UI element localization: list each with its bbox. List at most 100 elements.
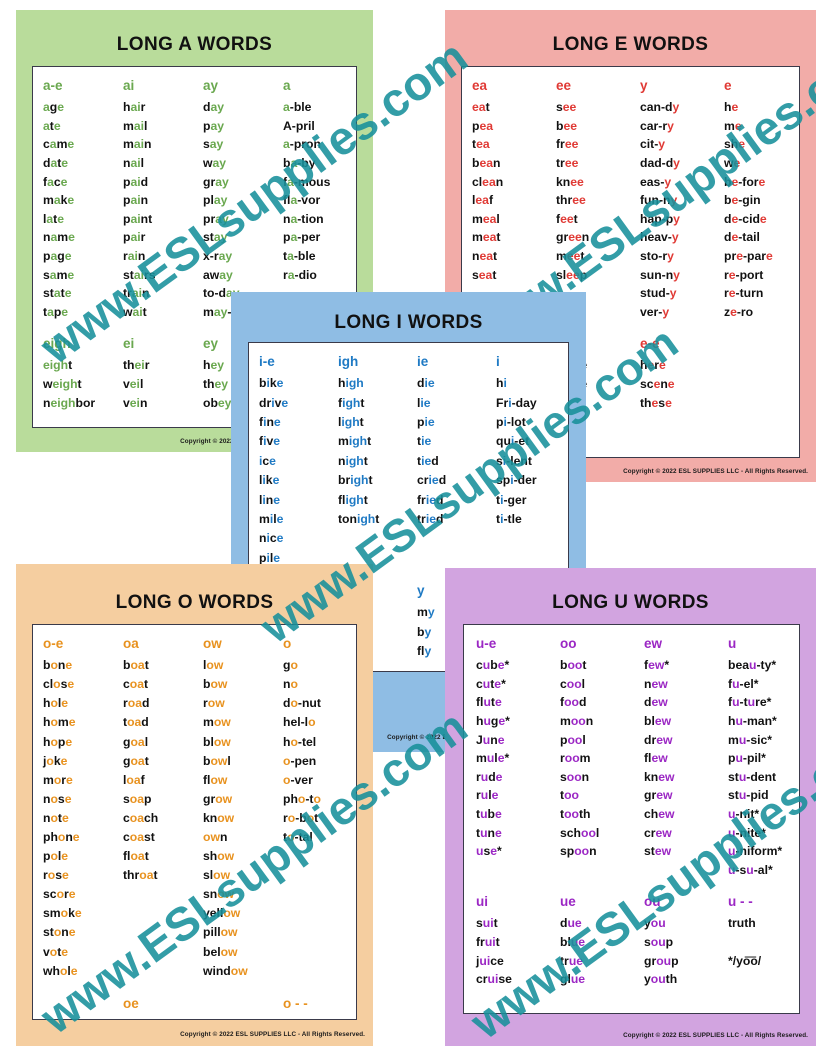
- word-entry: room: [560, 751, 591, 766]
- word-entry: pa-per: [283, 230, 321, 245]
- word-entry: know: [203, 810, 235, 825]
- word-entry: like: [259, 473, 280, 488]
- word-entry: de-tail: [724, 230, 760, 245]
- word-column-header: [724, 337, 799, 351]
- word-column: ou you soup group youth: [644, 895, 728, 989]
- word-column-header: eigh: [43, 336, 71, 352]
- word-entry: road: [123, 696, 150, 711]
- long-o-title: LONG O WORDS: [115, 592, 274, 613]
- word-entry: too: [560, 788, 579, 803]
- word-entry: de-cide: [724, 211, 767, 226]
- word-entry: ate: [43, 118, 61, 133]
- word-entry: home: [43, 715, 76, 730]
- word-entry: Fri-day: [496, 395, 537, 410]
- word-entry: paid: [123, 174, 149, 189]
- word-entry: me: [724, 118, 742, 133]
- word-entry: hole: [43, 696, 69, 711]
- word-entry: fried: [417, 492, 444, 507]
- long-o-panel: o-e bone close hole home hope joke more nose note…: [32, 624, 357, 1020]
- word-entry: no: [283, 677, 298, 692]
- word-entry: show: [203, 849, 235, 864]
- word-entry: sun-ny: [640, 267, 680, 282]
- word-entry: chew: [644, 806, 675, 821]
- word-entry: hey: [203, 358, 225, 373]
- word-entry: die: [417, 376, 435, 391]
- word-column-header: o: [283, 636, 292, 651]
- word-entry: flight: [338, 492, 368, 507]
- word-entry: pu-pil*: [728, 751, 766, 766]
- word-entry: flute: [476, 695, 502, 710]
- word-entry: high: [338, 376, 364, 391]
- word-entry: go: [283, 658, 298, 673]
- long-a-card: LONG A WORDS a-e age ate came date face make la…: [16, 10, 373, 452]
- word-column: ee see bee free tree knee three feet green meet sl…: [556, 78, 640, 321]
- word-entry: line: [259, 492, 281, 507]
- word-entry: soup: [644, 935, 674, 950]
- word-entry: glue: [560, 972, 586, 987]
- word-entry: bow: [203, 677, 228, 692]
- word-column-header: ew: [644, 636, 663, 651]
- word-entry: toad: [123, 715, 149, 730]
- word-entry: pile: [259, 550, 281, 565]
- word-entry: she: [724, 137, 746, 152]
- word-entry: nail: [123, 155, 145, 170]
- word-column-header: ee: [556, 78, 572, 93]
- word-entry: joke: [43, 753, 68, 768]
- word-entry: rude: [476, 769, 503, 784]
- word-entry: mule*: [476, 751, 510, 766]
- word-entry: paint: [123, 211, 153, 226]
- word-column: oo boot cool food moon pool room soon too tooth sc…: [560, 636, 644, 879]
- word-entry: page: [43, 248, 72, 263]
- word-entry: hel-lo: [283, 715, 316, 730]
- word-entry: blow: [203, 734, 231, 749]
- word-entry: whole: [43, 963, 78, 978]
- word-group: o-e bone close hole home hope joke more nose note…: [43, 636, 356, 981]
- word-entry: pair: [123, 230, 146, 245]
- word-column-header: ow: [203, 636, 222, 651]
- word-entry: stew: [644, 844, 672, 859]
- word-entry: use*: [476, 844, 502, 859]
- word-entry: to-tal: [283, 830, 313, 845]
- word-column-header: u-e: [476, 636, 497, 651]
- word-column: ew few* new dew blew drew flew knew grew chew crew…: [644, 636, 728, 879]
- word-entry: meal: [472, 211, 500, 226]
- word-entry: five: [259, 434, 281, 449]
- word-entry: pillow: [203, 925, 238, 940]
- word-column: oa boat coat road toad goal goat loaf soap coach c…: [123, 636, 203, 981]
- word-entry: ro-bot: [283, 810, 319, 825]
- word-entry: tea: [472, 137, 490, 152]
- word-column: u beau-ty* fu-el* fu-ture* hu-man* mu-sic* pu-…: [728, 636, 799, 879]
- word-entry: score: [43, 887, 76, 902]
- copyright-notice: Copyright © 2022 ESL SUPPLIES LLC - All …: [623, 1032, 808, 1039]
- word-entry: below: [203, 944, 238, 959]
- word-entry: sleep: [556, 267, 588, 282]
- word-entry: beau-ty*: [728, 658, 777, 673]
- word-column: ui suit fruit juice cruise: [476, 895, 560, 989]
- word-column: ow low bow row mow blow bowl flow grow know own sho…: [203, 636, 283, 981]
- word-entry: ta-ble: [283, 248, 316, 263]
- word-entry: eat: [472, 100, 490, 115]
- word-entry: fine: [259, 414, 281, 429]
- word-entry: bowl: [203, 753, 231, 768]
- word-entry: stu-pid: [728, 788, 769, 803]
- word-entry: pray: [203, 211, 229, 226]
- group-separator: [43, 981, 356, 997]
- word-column: ai hair mail main nail paid pain paint pair rain s…: [123, 78, 203, 321]
- word-entry: re-turn: [724, 286, 764, 301]
- word-column-header: ie: [417, 354, 429, 369]
- word-entry: be-gin: [724, 193, 761, 208]
- word-entry: play: [203, 193, 228, 208]
- word-entry: A-pril: [283, 118, 315, 133]
- copyright-notice: Copyright © 2022 ESL SUPPLIES LLC - All …: [180, 1031, 365, 1038]
- word-entry: pre-pare: [724, 248, 773, 263]
- word-entry: drew: [644, 732, 673, 747]
- word-entry: free: [556, 137, 579, 152]
- word-entry: fun-ny: [640, 193, 678, 208]
- word-entry: juice: [476, 953, 504, 968]
- word-entry: [728, 933, 799, 952]
- word-entry: slow: [203, 868, 231, 883]
- word-entry: fa-mous: [283, 174, 331, 189]
- word-entry: moon: [560, 713, 594, 728]
- word-entry: pool: [560, 732, 586, 747]
- word-entry: coast: [123, 830, 155, 845]
